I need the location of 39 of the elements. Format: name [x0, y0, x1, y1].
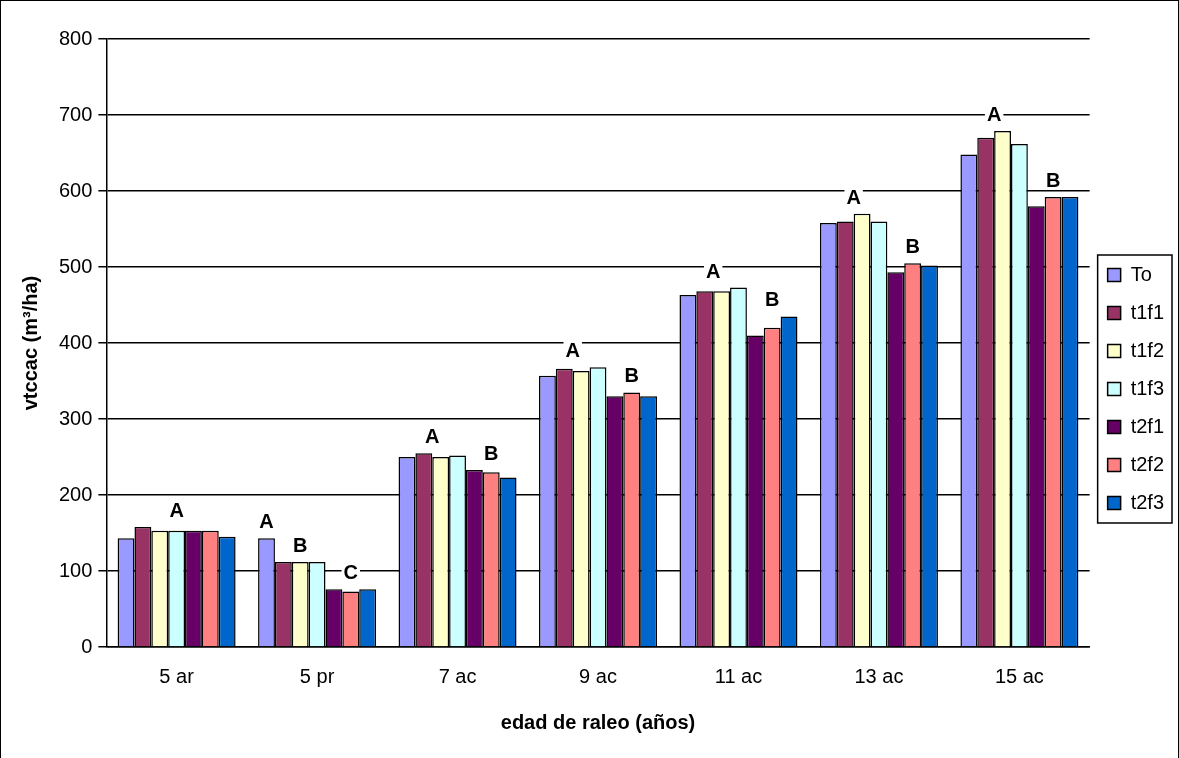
annotation: B	[905, 235, 920, 258]
y-tick-label: 700	[58, 102, 93, 125]
legend-label: t1f1	[1130, 300, 1164, 323]
y-tick-label: 300	[58, 406, 93, 429]
annotation: B	[624, 364, 639, 387]
annotation: A	[259, 510, 274, 533]
y-tick-label: 500	[58, 254, 93, 277]
annotation: A	[425, 425, 440, 448]
x-axis-title: edad de raleo (años)	[500, 710, 696, 733]
legend-label: t2f2	[1130, 452, 1164, 475]
y-axis-title: vtccac (m³/ha)	[18, 275, 41, 411]
annotation: B	[764, 288, 780, 311]
x-tick-label: 13 ac	[854, 664, 904, 687]
annotation: A	[986, 102, 1002, 125]
annotation: B	[1045, 169, 1061, 192]
y-tick-label: 400	[58, 330, 93, 353]
y-tick-label: 600	[58, 178, 93, 201]
x-tick-label: 5 ar	[159, 664, 195, 687]
y-tick-label: 800	[58, 26, 93, 49]
x-tick-label: 5 pr	[299, 664, 335, 687]
legend-label: t1f3	[1130, 376, 1164, 399]
y-tick-label: 200	[58, 482, 93, 505]
y-tick-label: 100	[58, 558, 93, 581]
annotation: B	[484, 441, 499, 464]
x-tick-label: 7 ac	[438, 664, 477, 687]
y-tick-label: 0	[81, 634, 93, 657]
legend-label: t2f3	[1130, 490, 1164, 513]
annotation: B	[292, 533, 308, 556]
x-tick-label: 11 ac	[714, 664, 763, 687]
annotation: A	[705, 259, 721, 282]
legend-label: t1f2	[1130, 338, 1164, 361]
annotation: A	[169, 498, 184, 521]
x-tick-label: 15 ac	[994, 664, 1044, 687]
annotation: C	[343, 561, 359, 584]
annotation: A	[846, 185, 861, 208]
x-tick-label: 9 ac	[579, 664, 617, 687]
annotation: A	[565, 339, 580, 362]
legend-label: To	[1130, 262, 1152, 285]
legend-label: t2f1	[1130, 414, 1164, 437]
